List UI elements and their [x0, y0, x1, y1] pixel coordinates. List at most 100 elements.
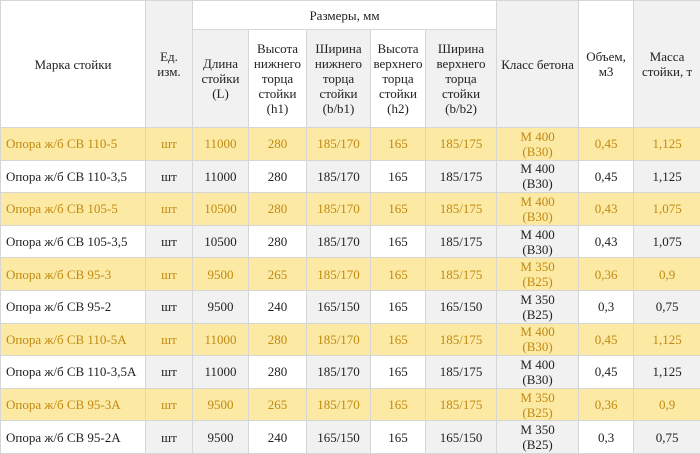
data-cell: 280 — [248, 355, 307, 389]
header-cell: Ед. изм. — [145, 0, 193, 128]
data-cell: 11000 — [192, 159, 249, 194]
header-cell: Высота верхнего торца стойки (h2) — [370, 29, 426, 128]
data-cell: 185/170 — [306, 257, 371, 291]
data-cell: 240 — [248, 420, 307, 454]
data-cell: шт — [145, 257, 193, 291]
table-row: Опора ж/б СВ 95-2А шт 9500 240 165/150 165 165… — [0, 420, 700, 454]
data-cell: шт — [145, 322, 193, 357]
data-cell: М 350 (В25) — [496, 257, 580, 291]
data-cell: 185/175 — [424, 192, 498, 226]
data-cell: 280 — [248, 159, 307, 194]
data-cell: М 400 (В30) — [496, 127, 580, 161]
table-body: Опора ж/б СВ 110-5 шт 11000 280 185/170 165 18… — [0, 127, 700, 454]
data-cell: 165 — [370, 127, 426, 161]
cell-line: (В30) — [522, 176, 553, 192]
data-cell: 165/150 — [306, 420, 371, 454]
data-cell: шт — [145, 387, 193, 422]
data-cell: 11000 — [192, 355, 249, 389]
data-cell: шт — [145, 355, 193, 389]
data-cell: 165 — [370, 420, 426, 454]
data-cell: 0,3 — [578, 420, 635, 454]
table-row: Опора ж/б СВ 105-3,5 шт 10500 280 185/170 165… — [0, 224, 700, 259]
data-cell: М 400 (В30) — [496, 159, 580, 194]
data-cell: 1,075 — [633, 192, 700, 226]
data-cell: 165/150 — [424, 289, 498, 324]
table-row: Опора ж/б СВ 110-3,5А шт 11000 280 185/170 16… — [0, 355, 700, 389]
data-cell: 1,125 — [633, 127, 700, 161]
table-row: Опора ж/б СВ 95-2 шт 9500 240 165/150 165 165/… — [0, 289, 700, 324]
data-cell: шт — [145, 289, 193, 324]
data-cell: 240 — [248, 289, 307, 324]
cell-line: (В25) — [522, 437, 553, 453]
data-cell: 185/175 — [424, 322, 498, 357]
data-cell: М 350 (В25) — [496, 387, 580, 422]
data-cell: 280 — [248, 322, 307, 357]
data-cell: 185/170 — [306, 159, 371, 194]
data-cell: 1,125 — [633, 159, 700, 194]
data-cell: 0,75 — [633, 420, 700, 454]
data-cell: 165 — [370, 387, 426, 422]
table-row: Опора ж/б СВ 110-3,5 шт 11000 280 185/170 165… — [0, 159, 700, 194]
data-cell: 9500 — [192, 289, 249, 324]
data-cell: 185/170 — [306, 322, 371, 357]
cell-line: М 350 — [520, 259, 555, 275]
brand-cell: Опора ж/б СВ 95-2А — [0, 420, 146, 454]
data-cell: 0,36 — [578, 387, 635, 422]
cell-line: (В25) — [522, 306, 553, 322]
data-cell: 0,36 — [578, 257, 635, 291]
cell-line: М 350 — [520, 389, 555, 405]
data-cell: 11000 — [192, 127, 249, 161]
cell-line: М 400 — [520, 324, 555, 340]
cell-line: (В30) — [522, 143, 553, 159]
data-cell: 185/175 — [424, 159, 498, 194]
brand-cell: Опора ж/б СВ 110-3,5 — [0, 159, 146, 194]
data-cell: М 400 (В30) — [496, 192, 580, 226]
data-cell: 185/170 — [306, 192, 371, 226]
brand-cell: Опора ж/б СВ 105-3,5 — [0, 224, 146, 259]
header-row: Марка стойки Ед. изм. Размеры, мм Класс … — [0, 0, 700, 128]
header-row: Длина стойки (L) Высота нижнего торца ст… — [1, 29, 700, 128]
brand-cell: Опора ж/б СВ 105-5 — [0, 192, 146, 226]
table-row: Опора ж/б СВ 110-5 шт 11000 280 185/170 165 18… — [0, 127, 700, 161]
header-cell: Ширина нижнего торца стойки (b/b1) — [306, 29, 371, 128]
cell-line: (В30) — [522, 208, 553, 224]
cell-line: М 400 — [520, 161, 555, 177]
data-cell: 11000 — [192, 322, 249, 357]
header-cell: Масса стойки, т — [633, 0, 700, 128]
cell-line: (В30) — [522, 339, 553, 355]
brand-cell: Опора ж/б СВ 110-3,5А — [0, 355, 146, 389]
header-cell: Класс бетона — [496, 0, 580, 128]
data-cell: 185/170 — [306, 355, 371, 389]
data-cell: 185/175 — [424, 224, 498, 259]
data-cell: 165 — [370, 322, 426, 357]
header-cell: Марка стойки — [0, 0, 146, 128]
data-cell: 165 — [370, 257, 426, 291]
cell-line: (В30) — [522, 371, 553, 387]
data-cell: 185/175 — [424, 387, 498, 422]
data-cell: 165 — [370, 289, 426, 324]
data-cell: 165 — [370, 355, 426, 389]
data-cell: шт — [145, 420, 193, 454]
cell-line: М 400 — [520, 193, 555, 209]
data-cell: М 350 (В25) — [496, 289, 580, 324]
data-cell: шт — [145, 224, 193, 259]
cell-line: (В25) — [522, 274, 553, 290]
cell-line: (В30) — [522, 241, 553, 257]
cell-line: (В25) — [522, 404, 553, 420]
cell-line: М 350 — [520, 422, 555, 438]
header-cell: Длина стойки (L) — [192, 29, 249, 128]
table-row: Опора ж/б СВ 110-5А шт 11000 280 185/170 165 1… — [0, 322, 700, 357]
data-cell: шт — [145, 127, 193, 161]
data-cell: М 350 (В25) — [496, 420, 580, 454]
data-cell: 0,45 — [578, 322, 635, 357]
data-cell: 10500 — [192, 224, 249, 259]
data-cell: 185/175 — [424, 257, 498, 291]
data-cell: М 400 (В30) — [496, 224, 580, 259]
brand-cell: Опора ж/б СВ 110-5 — [0, 127, 146, 161]
data-cell: 185/175 — [424, 127, 498, 161]
data-cell: М 400 (В30) — [496, 355, 580, 389]
data-cell: 0,45 — [578, 355, 635, 389]
data-cell: 165/150 — [424, 420, 498, 454]
data-cell: 1,125 — [633, 322, 700, 357]
data-cell: 165 — [370, 192, 426, 226]
